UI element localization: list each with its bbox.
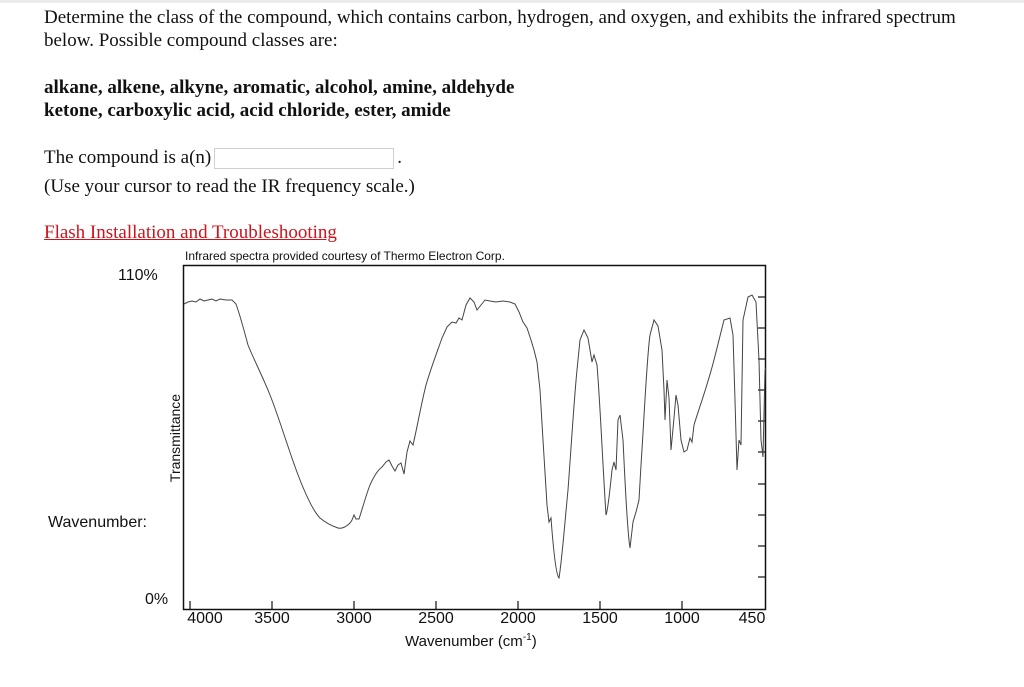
- compound-class-line-2: ketone, carboxylic acid, acid chloride, …: [44, 100, 451, 121]
- plot-frame: [182, 264, 767, 611]
- x-tick-1000: 1000: [664, 610, 700, 627]
- answer-input[interactable]: [214, 147, 395, 169]
- x-axis-ticks: [189, 601, 683, 609]
- x-axis-title-superscript: -1: [522, 632, 532, 643]
- answer-suffix: .: [397, 147, 403, 168]
- x-tick-3000: 3000: [336, 610, 372, 627]
- compound-class-list: alkane, alkene, alkyne, aromatic, alcoho…: [44, 76, 514, 122]
- x-tick-2000: 2000: [500, 610, 536, 627]
- spectrum-line: [183, 294, 767, 580]
- x-axis-title-close: ): [531, 633, 537, 650]
- compound-class-line-1: alkane, alkene, alkyne, aromatic, alcoho…: [44, 77, 515, 98]
- x-axis-title-text: Wavenumber (cm: [405, 633, 523, 650]
- x-tick-450: 450: [738, 610, 766, 627]
- answer-row: The compound is a(n) .: [44, 145, 402, 171]
- y-axis-top-label: 110%: [118, 267, 158, 284]
- hint-text: (Use your cursor to read the IR frequenc…: [44, 176, 415, 197]
- top-border: [0, 0, 1024, 3]
- x-tick-1500: 1500: [582, 610, 618, 627]
- chart-credit: Infrared spectra provided courtesy of Th…: [185, 249, 505, 263]
- question-text: Determine the class of the compound, whi…: [44, 7, 956, 51]
- x-axis-title: Wavenumber (cm-1): [405, 632, 537, 650]
- x-tick-4000: 4000: [187, 610, 223, 627]
- wavenumber-readout-label: Wavenumber:: [48, 514, 147, 531]
- answer-prefix: The compound is a(n): [44, 147, 212, 168]
- x-tick-3500: 3500: [254, 610, 290, 627]
- y-axis-bottom-label: 0%: [145, 591, 169, 608]
- flash-troubleshooting-link[interactable]: Flash Installation and Troubleshooting: [44, 222, 337, 243]
- y-axis-right-ticks: [758, 296, 766, 578]
- x-tick-2500: 2500: [418, 610, 454, 627]
